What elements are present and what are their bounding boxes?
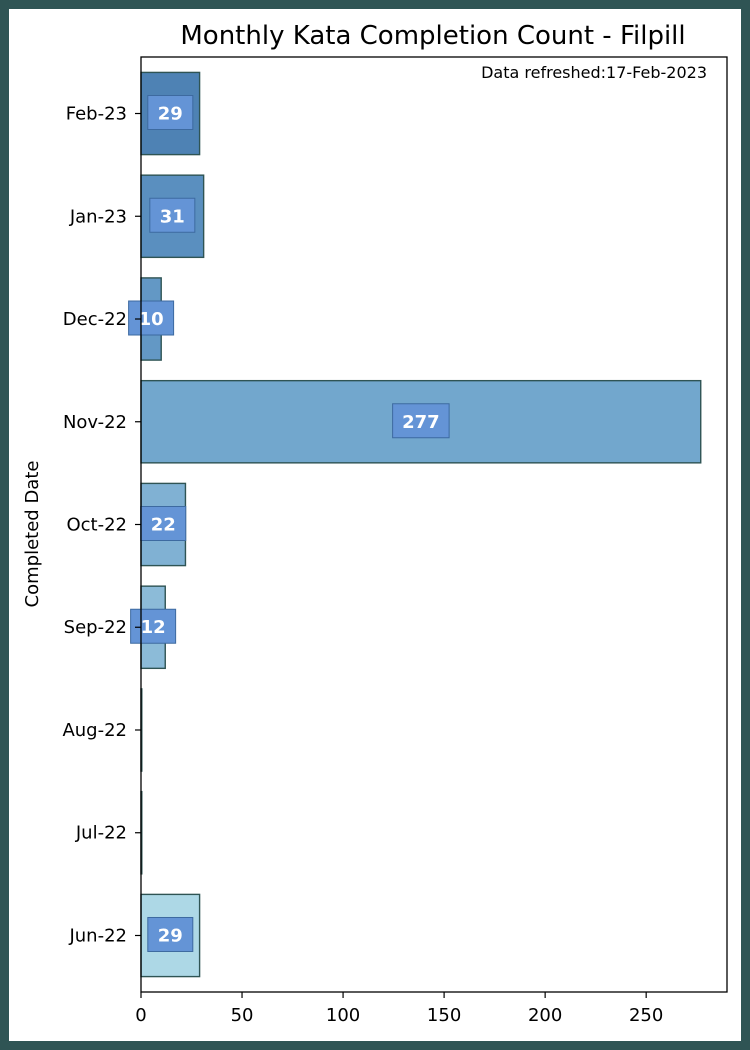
- y-tick-label: Nov-22: [63, 412, 127, 433]
- chart-canvas: Monthly Kata Completion Count - Filpill …: [9, 9, 741, 1041]
- y-tick-label: Jun-22: [68, 925, 127, 946]
- y-tick-label: Jan-23: [69, 206, 127, 227]
- y-tick-label: Jul-22: [75, 823, 127, 844]
- x-tick-label: 100: [326, 1005, 360, 1026]
- x-tick-label: 0: [135, 1005, 146, 1026]
- y-tick-label: Aug-22: [62, 720, 127, 741]
- y-tick-label: Sep-22: [64, 617, 127, 638]
- y-axis-label: Completed Date: [22, 461, 43, 608]
- x-tick-label: 150: [427, 1005, 461, 1026]
- bars-layer: [140, 71, 702, 978]
- x-tick-label: 50: [231, 1005, 254, 1026]
- data-label-box: [392, 403, 450, 439]
- x-tick-label: 200: [528, 1005, 562, 1026]
- y-tick-label: Oct-22: [66, 515, 127, 536]
- bar-labels-layer: 29 12 22 277 10 31 29: [128, 95, 450, 952]
- data-refreshed-annotation: Data refreshed:17-Feb-2023: [481, 63, 707, 82]
- data-label-box: [149, 197, 196, 233]
- data-label: 22: [151, 515, 176, 536]
- plot-area-frame: [140, 56, 728, 993]
- data-label-box: [130, 608, 177, 644]
- data-label: 10: [139, 309, 164, 330]
- data-label: 277: [402, 412, 440, 433]
- ticks-layer: Jun-22 Jul-22 Aug-22 Sep-22 Oct-22 Nov-22 Dec-…: [62, 104, 663, 1026]
- bar-chart: Monthly Kata Completion Count - Filpill …: [22, 21, 728, 1026]
- data-label-box: [147, 916, 194, 952]
- data-label-box: [147, 95, 194, 131]
- chart-title: Monthly Kata Completion Count - Filpill: [180, 21, 685, 51]
- data-label: 12: [141, 617, 166, 638]
- data-label-box: [128, 300, 175, 336]
- data-label: 29: [158, 925, 183, 946]
- data-label: 31: [160, 206, 185, 227]
- data-label: 29: [158, 104, 183, 125]
- y-tick-label: Feb-23: [66, 104, 127, 125]
- y-tick-label: Dec-22: [63, 309, 127, 330]
- x-tick-label: 250: [629, 1005, 663, 1026]
- data-label-box: [140, 506, 187, 541]
